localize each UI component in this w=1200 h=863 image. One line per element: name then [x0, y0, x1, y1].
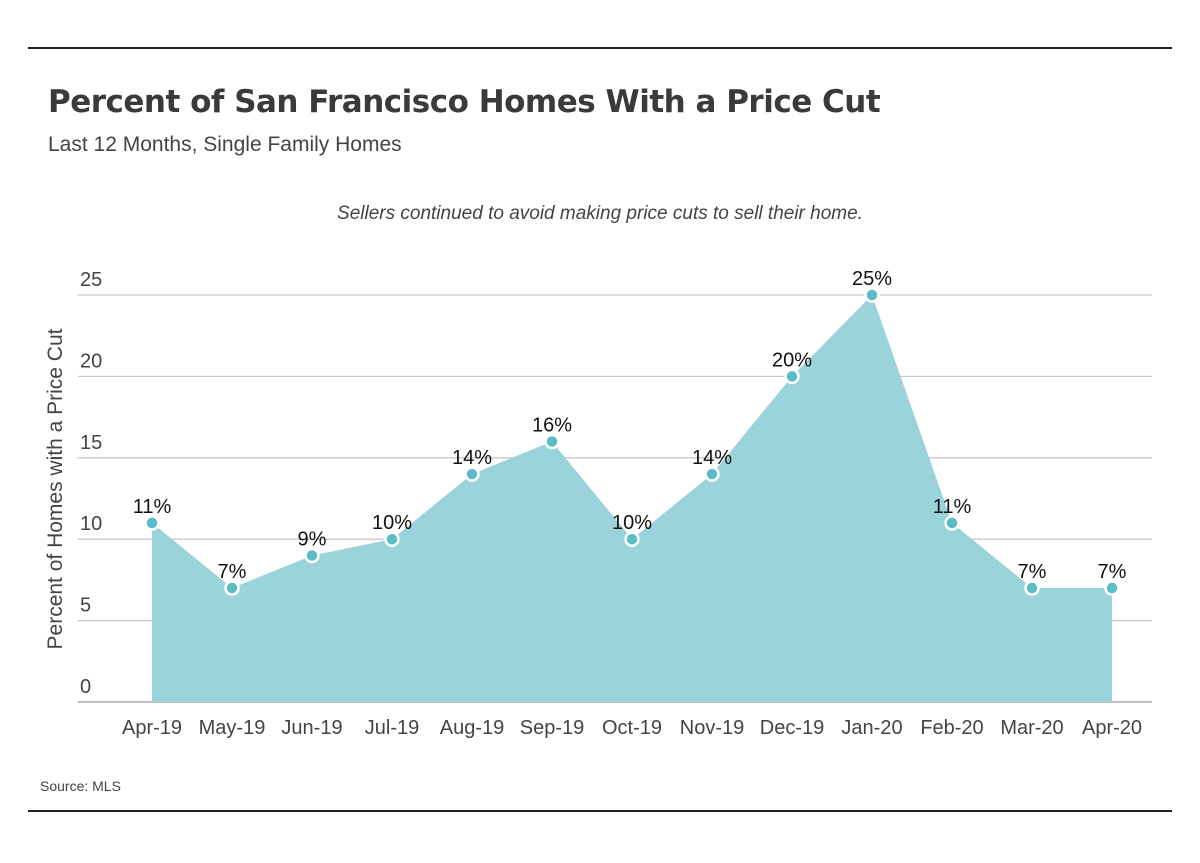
- data-label: 20%: [772, 349, 812, 371]
- y-tick-label: 5: [80, 595, 91, 617]
- data-label: 7%: [1098, 561, 1127, 583]
- x-tick-label: Mar-20: [1000, 717, 1063, 739]
- data-point: [304, 547, 320, 564]
- area-fill: [152, 295, 1112, 702]
- x-tick-label: Sep-19: [520, 717, 585, 739]
- data-point: [624, 531, 640, 547]
- area-series: [152, 295, 1112, 702]
- data-point: [544, 433, 560, 450]
- data-point: [864, 287, 880, 303]
- data-labels: 11% 7% 9% 10% 14% 16% 10% 14% 20% 25% 11% 7% 7%: [133, 268, 1127, 583]
- data-point: [784, 368, 800, 385]
- data-label: 14%: [692, 447, 732, 469]
- x-tick-label: Apr-19: [122, 717, 182, 739]
- chart-title: Percent of San Francisco Homes With a Pr…: [48, 84, 881, 120]
- y-axis-label: Percent of Homes with a Price Cut: [44, 328, 67, 649]
- y-tick-label: 0: [80, 676, 91, 698]
- data-label: 11%: [133, 496, 172, 518]
- y-tick-label: 25: [80, 269, 102, 291]
- data-point: [704, 466, 720, 482]
- x-axis-ticks: Apr-19 May-19 Jun-19 Jul-19 Aug-19 Sep-19 Oct-…: [122, 717, 1142, 739]
- data-label: 14%: [452, 447, 492, 469]
- x-tick-label: Jul-19: [365, 717, 419, 739]
- y-tick-label: 15: [80, 432, 102, 454]
- data-point: [1104, 580, 1120, 596]
- y-tick-label: 10: [80, 513, 102, 535]
- x-tick-label: May-19: [199, 717, 266, 739]
- data-markers: [144, 287, 1120, 596]
- data-label: 11%: [933, 496, 972, 518]
- data-label: 7%: [1018, 561, 1047, 583]
- x-tick-label: Jan-20: [841, 717, 902, 739]
- top-rule: [28, 47, 1172, 49]
- chart-subtitle: Last 12 Months, Single Family Homes: [48, 133, 402, 156]
- data-label: 10%: [612, 512, 652, 534]
- bottom-rule: [28, 810, 1172, 812]
- data-point: [384, 531, 400, 547]
- x-tick-label: Nov-19: [680, 717, 744, 739]
- x-tick-label: Oct-19: [602, 717, 662, 739]
- x-tick-label: Dec-19: [760, 717, 824, 739]
- source-note: Source: MLS: [40, 778, 121, 794]
- data-label: 10%: [372, 512, 412, 534]
- x-tick-label: Aug-19: [440, 717, 505, 739]
- data-label: 7%: [218, 561, 247, 583]
- data-point: [224, 580, 240, 596]
- data-label: 16%: [532, 415, 572, 437]
- data-point: [1024, 580, 1040, 596]
- x-tick-label: Feb-20: [920, 717, 983, 739]
- data-point: [464, 466, 480, 482]
- y-tick-label: 20: [80, 350, 102, 372]
- data-point: [944, 515, 960, 531]
- y-axis-ticks: 0 5 10 15 20 25: [80, 269, 102, 698]
- x-tick-label: Apr-20: [1082, 717, 1142, 739]
- x-tick-label: Jun-19: [281, 717, 342, 739]
- chart-annotation: Sellers continued to avoid making price …: [337, 203, 863, 224]
- data-point: [144, 515, 160, 531]
- data-label: 9%: [298, 528, 327, 550]
- data-label: 25%: [852, 268, 892, 290]
